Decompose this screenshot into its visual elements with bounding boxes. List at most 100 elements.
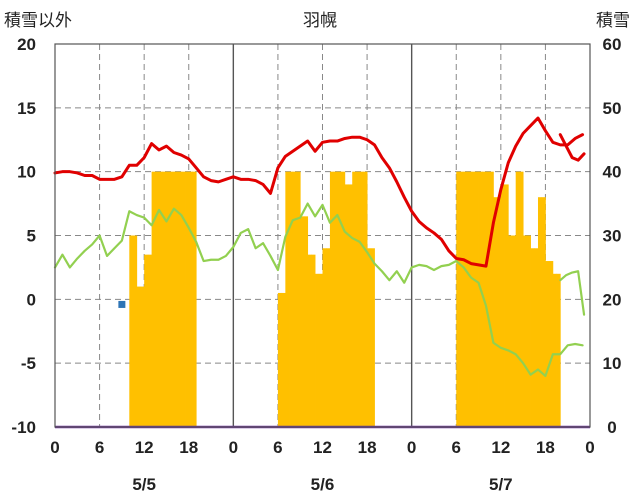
y-right-tick-label: 20 bbox=[603, 290, 622, 309]
snow-depth-bar bbox=[289, 171, 294, 427]
snow-depth-bar bbox=[296, 171, 301, 427]
date-label: 5/5 bbox=[132, 475, 156, 494]
green-series-line bbox=[559, 270, 586, 316]
snow-depth-bar bbox=[300, 216, 305, 427]
left-axis-title: 積雪以外 bbox=[4, 11, 72, 31]
snow-depth-bar bbox=[155, 171, 160, 427]
snow-depth-bar bbox=[474, 171, 479, 427]
x-tick-label: 12 bbox=[135, 438, 154, 457]
x-tick-label: 6 bbox=[95, 438, 104, 457]
plot-frame bbox=[54, 43, 591, 428]
snow-depth-bar bbox=[493, 197, 498, 427]
y-right-tick-label: 40 bbox=[603, 163, 622, 182]
snow-depth-bar bbox=[485, 171, 491, 427]
snow-depth-bar bbox=[318, 273, 323, 427]
blue-data-marker bbox=[118, 300, 126, 308]
snow-depth-bar bbox=[534, 248, 539, 427]
snow-depth-bar bbox=[170, 171, 175, 427]
snow-depth-bar bbox=[497, 197, 502, 427]
snow-depth-bar bbox=[363, 171, 368, 427]
x-tick-label: 0 bbox=[50, 438, 59, 457]
x-tick-label: 6 bbox=[452, 438, 461, 457]
snow-depth-bar bbox=[352, 171, 357, 427]
snow-depth-bar bbox=[511, 235, 517, 427]
y-right-tick-label: 30 bbox=[603, 227, 622, 246]
snow-depth-bar bbox=[159, 171, 164, 427]
snow-depth-bar bbox=[337, 171, 342, 427]
snow-depth-bar bbox=[281, 292, 286, 427]
snow-depth-bar bbox=[129, 235, 134, 427]
snow-depth-bar bbox=[147, 254, 152, 427]
snow-depth-bar bbox=[515, 171, 520, 427]
y-left-tick-label: 20 bbox=[17, 35, 36, 54]
date-label: 5/7 bbox=[489, 475, 513, 494]
snow-depth-bar bbox=[188, 171, 193, 427]
y-right-tick-label: 0 bbox=[607, 418, 616, 437]
snow-depth-bar bbox=[508, 235, 513, 427]
snow-depth-bar bbox=[133, 235, 138, 427]
snow-depth-bar bbox=[489, 171, 494, 427]
snow-depth-bar bbox=[467, 171, 472, 427]
x-tick-label: 18 bbox=[358, 438, 377, 457]
x-tick-label: 0 bbox=[407, 438, 416, 457]
date-label: 5/6 bbox=[311, 475, 335, 494]
snow-depth-bar bbox=[552, 273, 557, 427]
temperature-line bbox=[558, 133, 586, 162]
y-left-tick-label: 15 bbox=[17, 99, 36, 118]
snow-depth-bar bbox=[292, 171, 297, 427]
snow-depth-bar bbox=[311, 254, 316, 427]
x-tick-label: 12 bbox=[313, 438, 332, 457]
snow-depth-bar bbox=[192, 171, 197, 427]
snow-depth-bar bbox=[151, 171, 156, 427]
snow-depth-bar bbox=[355, 171, 361, 427]
snow-depth-bar bbox=[329, 171, 335, 427]
snow-depth-bar bbox=[162, 171, 167, 427]
snow-depth-bar bbox=[322, 248, 327, 427]
x-tick-label: 0 bbox=[585, 438, 594, 457]
y-right-tick-label: 50 bbox=[603, 99, 622, 118]
right-axis-title: 積雪 bbox=[596, 11, 630, 31]
snow-depth-bar bbox=[333, 171, 338, 427]
snow-depth-bar bbox=[526, 235, 531, 427]
chart-title: 羽幌 bbox=[303, 11, 337, 31]
snow-depth-bar bbox=[545, 261, 550, 427]
snow-depth-bar bbox=[359, 171, 364, 427]
snow-depth-bar bbox=[140, 286, 145, 427]
snow-depth-bar bbox=[556, 273, 561, 427]
snow-depth-bar bbox=[456, 171, 461, 427]
x-tick-label: 18 bbox=[536, 438, 555, 457]
snow-depth-bar bbox=[166, 171, 171, 427]
y-left-tick-label: 0 bbox=[27, 290, 36, 309]
snow-depth-bar bbox=[519, 171, 524, 427]
snow-depth-bar bbox=[341, 171, 346, 427]
snow-depth-bar bbox=[326, 248, 331, 427]
snow-depth-bar bbox=[463, 171, 468, 427]
green-series-line bbox=[53, 202, 584, 378]
x-tick-label: 0 bbox=[229, 438, 238, 457]
y-left-tick-label: 10 bbox=[17, 163, 36, 182]
snow-depth-bar bbox=[307, 254, 312, 427]
snow-depth-bar bbox=[459, 171, 465, 427]
y-right-tick-label: 10 bbox=[603, 354, 622, 373]
y-left-tick-label: -5 bbox=[21, 354, 36, 373]
x-tick-label: 6 bbox=[273, 438, 282, 457]
y-right-tick-label: 60 bbox=[603, 35, 622, 54]
snow-depth-bar bbox=[173, 171, 179, 427]
snow-depth-bar bbox=[285, 171, 290, 427]
snow-depth-bar bbox=[181, 171, 186, 427]
x-tick-label: 12 bbox=[491, 438, 510, 457]
x-tick-label: 18 bbox=[179, 438, 198, 457]
snow-depth-bar bbox=[277, 292, 283, 427]
snow-depth-bar bbox=[500, 184, 505, 427]
snow-depth-bar bbox=[370, 248, 375, 427]
snow-depth-bar bbox=[530, 248, 535, 427]
snow-depth-bar bbox=[549, 261, 554, 427]
snow-depth-bar bbox=[537, 197, 543, 427]
snow-depth-bar bbox=[185, 171, 190, 427]
snow-depth-bar bbox=[478, 171, 483, 427]
snow-depth-bar bbox=[344, 184, 349, 427]
snow-depth-bar bbox=[541, 197, 546, 427]
snow-depth-bar bbox=[504, 184, 509, 427]
